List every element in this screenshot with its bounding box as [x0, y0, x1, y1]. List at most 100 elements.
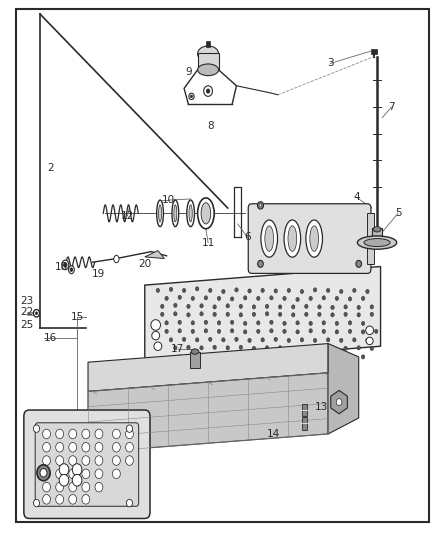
Ellipse shape	[335, 330, 339, 334]
Text: 8: 8	[207, 120, 214, 131]
Ellipse shape	[318, 312, 321, 317]
Ellipse shape	[69, 469, 77, 479]
Ellipse shape	[72, 464, 82, 475]
Bar	[206, 41, 210, 47]
Ellipse shape	[126, 442, 134, 452]
Ellipse shape	[113, 456, 120, 465]
Ellipse shape	[252, 346, 256, 351]
Ellipse shape	[287, 288, 290, 293]
Ellipse shape	[357, 346, 360, 350]
Ellipse shape	[353, 288, 356, 293]
Ellipse shape	[279, 305, 282, 309]
Ellipse shape	[56, 429, 64, 439]
Ellipse shape	[198, 198, 214, 229]
Ellipse shape	[204, 329, 208, 333]
Ellipse shape	[322, 329, 325, 334]
Ellipse shape	[239, 313, 243, 317]
Ellipse shape	[113, 442, 120, 452]
Ellipse shape	[169, 287, 173, 292]
Ellipse shape	[70, 268, 73, 271]
Ellipse shape	[69, 482, 77, 492]
Ellipse shape	[361, 321, 365, 326]
Ellipse shape	[239, 304, 243, 309]
Ellipse shape	[206, 89, 210, 93]
Ellipse shape	[331, 313, 334, 317]
Text: 4: 4	[353, 192, 360, 203]
Ellipse shape	[178, 329, 181, 333]
Ellipse shape	[366, 337, 373, 345]
Ellipse shape	[157, 200, 163, 227]
Ellipse shape	[160, 304, 164, 309]
Ellipse shape	[335, 296, 339, 301]
Ellipse shape	[222, 289, 225, 294]
Ellipse shape	[95, 469, 103, 479]
Ellipse shape	[95, 429, 103, 439]
Ellipse shape	[230, 297, 234, 301]
Ellipse shape	[35, 312, 38, 314]
Ellipse shape	[69, 495, 77, 504]
Ellipse shape	[348, 356, 352, 360]
Ellipse shape	[373, 227, 381, 232]
Polygon shape	[88, 373, 328, 453]
Text: 2: 2	[48, 163, 54, 173]
Ellipse shape	[152, 332, 159, 340]
Ellipse shape	[265, 304, 269, 309]
Polygon shape	[88, 344, 328, 391]
Ellipse shape	[257, 321, 260, 325]
Ellipse shape	[370, 312, 374, 317]
Ellipse shape	[56, 482, 64, 492]
Ellipse shape	[244, 354, 247, 359]
Ellipse shape	[370, 346, 374, 351]
Ellipse shape	[291, 346, 295, 351]
Ellipse shape	[304, 312, 308, 317]
Ellipse shape	[348, 297, 352, 301]
Ellipse shape	[374, 329, 378, 334]
Ellipse shape	[339, 338, 343, 343]
Ellipse shape	[59, 464, 69, 475]
Polygon shape	[145, 251, 164, 259]
Polygon shape	[145, 266, 381, 365]
Ellipse shape	[258, 201, 264, 209]
Ellipse shape	[252, 305, 256, 309]
Ellipse shape	[296, 297, 299, 302]
Ellipse shape	[257, 296, 260, 301]
Ellipse shape	[270, 329, 273, 333]
Bar	[372, 228, 382, 236]
Ellipse shape	[82, 456, 90, 465]
Ellipse shape	[344, 346, 347, 351]
Ellipse shape	[151, 320, 160, 330]
Ellipse shape	[244, 296, 247, 300]
Ellipse shape	[42, 456, 50, 465]
Ellipse shape	[217, 354, 221, 359]
Ellipse shape	[82, 442, 90, 452]
Ellipse shape	[261, 288, 265, 293]
Ellipse shape	[344, 312, 347, 317]
Ellipse shape	[270, 296, 273, 300]
Ellipse shape	[306, 220, 322, 257]
Text: 12: 12	[121, 211, 134, 221]
Ellipse shape	[279, 346, 282, 350]
Ellipse shape	[274, 289, 278, 293]
Ellipse shape	[82, 495, 90, 504]
Ellipse shape	[174, 205, 177, 222]
Ellipse shape	[348, 321, 352, 325]
Ellipse shape	[230, 320, 234, 325]
Ellipse shape	[291, 313, 295, 317]
Ellipse shape	[261, 220, 278, 257]
Ellipse shape	[313, 338, 317, 343]
Ellipse shape	[270, 320, 273, 325]
Bar	[190, 352, 200, 368]
Text: 19: 19	[92, 270, 106, 279]
Ellipse shape	[204, 296, 208, 300]
Ellipse shape	[230, 329, 234, 333]
Ellipse shape	[200, 304, 203, 308]
Ellipse shape	[357, 313, 360, 317]
Text: 22: 22	[20, 306, 34, 317]
Bar	[371, 49, 377, 54]
Ellipse shape	[72, 474, 82, 486]
Ellipse shape	[127, 499, 133, 507]
Ellipse shape	[189, 93, 194, 100]
Ellipse shape	[33, 499, 39, 507]
Ellipse shape	[283, 321, 286, 326]
Ellipse shape	[366, 326, 374, 335]
